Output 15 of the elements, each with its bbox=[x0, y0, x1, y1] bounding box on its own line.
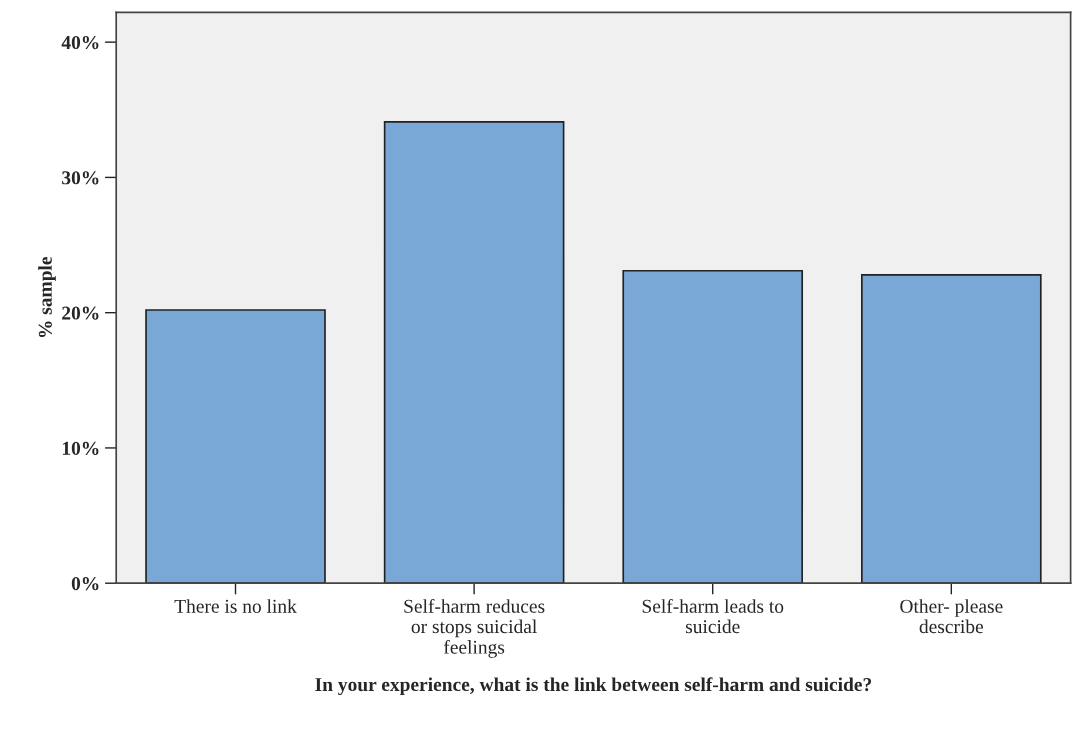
bar bbox=[622, 269, 804, 584]
bar bbox=[861, 273, 1042, 584]
x-tick-label: Self-harm leads to suicide bbox=[642, 598, 784, 634]
y-tick-label: 0% bbox=[71, 577, 99, 591]
y-axis-title: % sample bbox=[38, 256, 56, 338]
y-tick-label: 10% bbox=[62, 441, 99, 455]
y-tick-label: 20% bbox=[62, 306, 99, 320]
x-axis-title: In your experience, what is the link between self-harm and suicide? bbox=[315, 677, 872, 696]
y-tick-label: 30% bbox=[62, 171, 99, 185]
bar bbox=[145, 309, 326, 584]
y-tick-label: 40% bbox=[61, 35, 99, 50]
x-tick-label: There is no link bbox=[174, 599, 297, 613]
x-tick-label: Self-harm reduces or stops suicidal feelings bbox=[404, 598, 545, 658]
bar bbox=[383, 121, 565, 584]
x-tick-label: Other- please describe bbox=[900, 599, 1003, 634]
